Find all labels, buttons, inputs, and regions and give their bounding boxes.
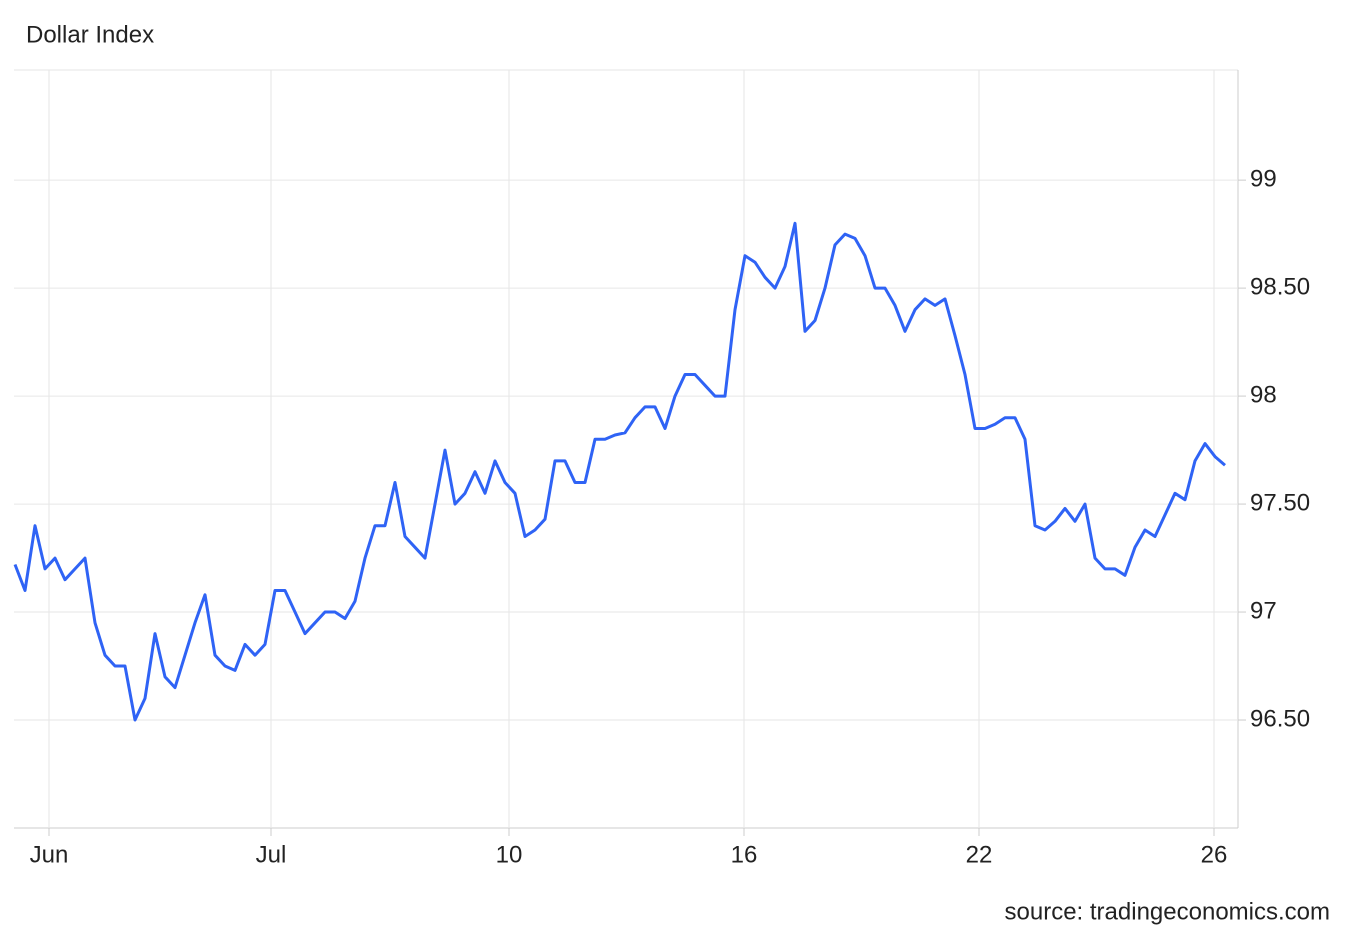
y-tick-label: 99	[1250, 165, 1277, 192]
data-line	[13, 221, 1226, 722]
x-tick-label: Jul	[256, 841, 287, 868]
y-tick-label: 98	[1250, 381, 1277, 408]
x-tick-label: Jun	[30, 841, 69, 868]
chart-title: Dollar Index	[26, 21, 154, 48]
x-tick-label: 16	[731, 841, 758, 868]
source-note: source: tradingeconomics.com	[1005, 898, 1330, 925]
y-tick-label: 97	[1250, 597, 1277, 624]
x-tick-label: 22	[966, 841, 993, 868]
y-tick-label: 97.50	[1250, 489, 1310, 516]
x-tick-label: 26	[1201, 841, 1228, 868]
y-tick-label: 98.50	[1250, 273, 1310, 300]
x-tick-label: 10	[496, 841, 523, 868]
y-tick-label: 96.50	[1250, 705, 1310, 732]
